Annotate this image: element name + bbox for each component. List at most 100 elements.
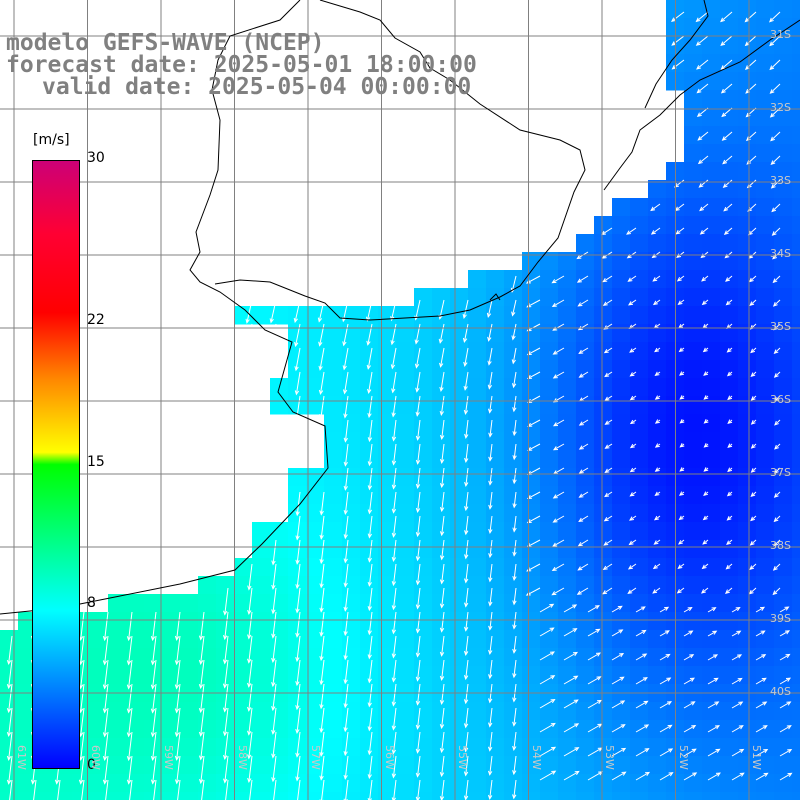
wind-speed-cell [162,738,181,757]
wind-arrow-shaft [774,491,781,498]
wind-arrow-head [629,516,635,521]
wind-speed-cell [774,108,793,127]
wind-arrow-head [770,160,776,166]
wind-speed-cell [306,468,325,487]
wind-arrow-head [463,602,469,608]
wind-arrow-head [462,313,467,320]
wind-arrow-shaft [731,630,741,637]
wind-speed-cell [396,630,415,649]
wind-speed-cell [396,486,415,505]
wind-arrow-shaft [296,587,301,613]
wind-speed-cell [630,648,649,667]
wind-arrow-head [269,342,275,348]
wind-speed-cell [468,774,487,793]
wind-arrow-head [439,362,444,368]
wind-arrow-head [769,89,775,94]
wind-speed-cell [198,738,217,757]
wind-arrow-head [690,701,696,706]
wind-arrow-shaft [128,731,133,761]
wind-speed-cell [648,630,667,649]
wind-speed-cell [126,792,145,800]
wind-arrow-head [772,566,778,571]
wind-speed-cell [414,720,433,739]
wind-speed-cell [720,504,739,523]
wind-arrow-head [245,318,250,324]
wind-speed-cell [702,306,721,325]
wind-arrow-head [773,349,779,355]
wind-arrow-shaft [707,654,718,661]
wind-speed-cell [594,432,613,451]
wind-arrow-head [222,659,228,665]
wind-arrow-shaft [659,724,672,733]
wind-arrow-head [343,727,348,733]
wind-speed-cell [594,702,613,721]
wind-speed-cell [702,648,721,667]
wind-arrow-head [771,231,777,236]
wind-speed-cell [288,324,307,343]
wind-arrow-head [679,395,685,400]
wind-arrow-shaft [368,587,373,610]
wind-arrow-head [720,65,726,70]
wind-speed-cell [684,144,703,163]
wind-arrow-head [6,683,12,690]
wind-arrow-shaft [653,563,661,569]
wind-speed-cell [522,738,541,757]
wind-speed-cell [486,288,505,307]
wind-speed-cell [306,612,325,631]
wind-arrow-head [488,649,493,656]
wind-arrow-head [247,585,252,591]
wind-speed-cell [414,504,433,523]
wind-speed-cell [594,342,613,361]
wind-arrow-head [318,389,324,395]
wind-arrow-head [488,432,493,438]
wind-arrow-shaft [577,275,589,283]
wind-speed-cell [594,450,613,469]
wind-speed-cell [630,252,649,271]
wind-speed-cell [792,540,800,559]
wind-arrow-head [367,774,372,780]
wind-arrow-shaft [720,11,733,22]
wind-arrow-shaft [563,675,578,685]
wind-arrow-shaft [464,347,469,366]
wind-arrow-shaft [513,371,517,388]
wind-speed-cell [162,774,181,793]
wind-speed-cell [720,198,739,217]
wind-speed-cell [450,414,469,433]
wind-speed-cell [720,612,739,631]
wind-arrow-head [295,681,300,687]
wind-arrow-shaft [513,779,517,799]
wind-speed-cell [396,468,415,487]
wind-speed-cell [684,270,703,289]
wind-arrow-head [739,772,745,777]
wind-arrow-shaft [392,731,397,754]
wind-arrow-shaft [176,755,181,784]
wind-speed-cell [558,630,577,649]
wind-speed-cell [414,522,433,541]
wind-speed-cell [306,504,325,523]
wind-arrow-head [702,515,708,521]
wind-arrow-shaft [779,772,792,781]
wind-speed-cell [720,0,739,19]
wind-arrow-shaft [272,731,277,758]
wind-arrow-shaft [224,683,229,712]
wind-speed-cell [360,792,379,800]
wind-arrow-shaft [441,659,445,680]
wind-speed-cell [774,630,793,649]
wind-speed-cell [252,522,271,541]
wind-arrow-head [703,371,709,376]
wind-speed-cell [450,486,469,505]
wind-arrow-head [749,301,755,306]
wind-speed-cell [720,702,739,721]
wind-speed-cell [558,774,577,793]
wind-arrow-head [391,701,396,707]
wind-arrow-head [551,770,557,775]
wind-arrow-head [619,653,625,658]
wind-speed-cell [756,108,775,127]
wind-speed-cell [504,630,523,649]
wind-speed-cell [414,468,433,487]
wind-arrow-shaft [415,323,421,344]
wind-arrow-head [650,230,656,235]
wind-arrow-head [774,468,779,474]
wind-speed-cell [396,522,415,541]
wind-speed-cell [396,558,415,577]
